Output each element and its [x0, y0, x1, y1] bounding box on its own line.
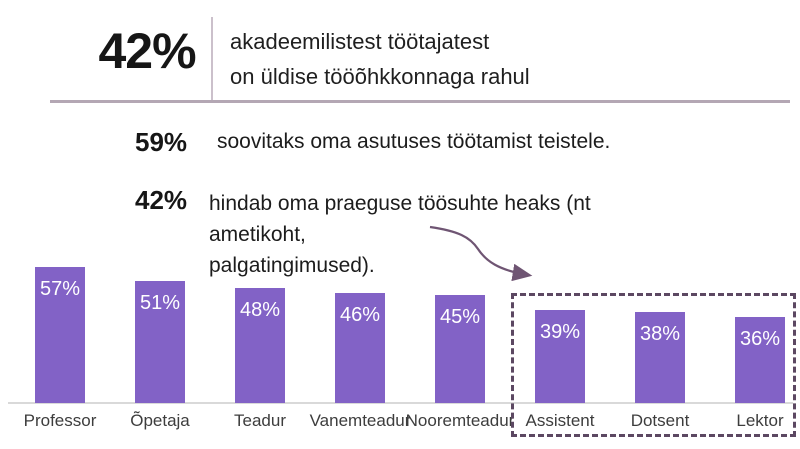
highlight-dashed-box	[511, 293, 796, 437]
bar-teadur: 48%	[235, 288, 285, 403]
bar-dotsent: 38%	[635, 312, 685, 403]
category-label-nooremteadur: Nooremteadur	[405, 411, 515, 430]
fact-row-1: 59% soovitaks oma asutuses töötamist tei…	[135, 127, 610, 158]
category-label-õpetaja: Õpetaja	[130, 411, 190, 430]
fact-1-value: 59%	[135, 127, 188, 157]
fact-2-value: 42%	[135, 185, 188, 215]
category-label-teadur: Teadur	[234, 411, 286, 430]
fact-1-text: soovitaks oma asutuses töötamist teistel…	[217, 130, 611, 153]
category-label-assistent: Assistent	[525, 411, 595, 430]
headline-text: akadeemilistest töötajatest on üldise tö…	[230, 24, 530, 94]
bar-value-label: 36%	[739, 328, 781, 350]
headline-stat-value: 42%	[98, 23, 196, 79]
bar-value-label: 57%	[39, 278, 81, 300]
fact-row-2: 42% hindab oma praeguse töösuhte heaks (…	[135, 185, 693, 281]
bar-chart: 57% Professor 51% Õpetaja 48% Teadur 46% Vanemt…	[0, 255, 800, 449]
bar-õpetaja: 51%	[135, 281, 185, 403]
fact-2-text-line1: hindab oma praeguse töösuhte heaks (nt a…	[209, 192, 591, 246]
category-label-lektor: Lektor	[736, 411, 784, 430]
bar-value-label: 48%	[239, 299, 281, 321]
category-label-professor: Professor	[23, 411, 97, 430]
horizontal-rule	[50, 100, 790, 103]
bar-value-label: 45%	[439, 306, 481, 328]
fact-2-text: hindab oma praeguse töösuhte heaks (nt a…	[193, 185, 693, 281]
bar-value-label: 51%	[139, 292, 181, 314]
bar-vanemteadur: 46%	[335, 293, 385, 403]
headline-text-line1: akadeemilistest töötajatest	[230, 29, 490, 54]
bar-assistent: 39%	[535, 310, 585, 403]
x-axis-line	[8, 402, 793, 404]
bar-nooremteadur: 45%	[435, 295, 485, 403]
bar-lektor: 36%	[735, 317, 785, 403]
category-label-vanemteadur: Vanemteadur	[309, 411, 411, 430]
bar-value-label: 39%	[539, 321, 581, 343]
headline-text-line2: on üldise tööõhkkonnaga rahul	[230, 64, 530, 89]
category-label-dotsent: Dotsent	[630, 411, 690, 430]
bar-professor: 57%	[35, 267, 85, 403]
vertical-divider	[211, 17, 213, 101]
bar-value-label: 46%	[339, 304, 381, 326]
fact-2-text-line2: palgatingimused).	[209, 254, 375, 277]
bar-value-label: 38%	[639, 323, 681, 345]
